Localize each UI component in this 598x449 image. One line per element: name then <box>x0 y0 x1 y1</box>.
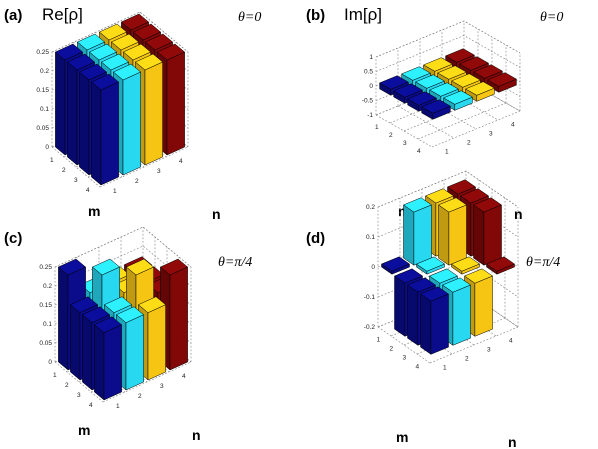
m-tick-label: 3 <box>403 140 407 147</box>
n-tick-label: 4 <box>511 122 515 129</box>
m-tick-label: 4 <box>416 364 420 371</box>
n-tick-label: 2 <box>135 178 139 185</box>
m-tick-label: 4 <box>89 402 93 409</box>
theta-annotation: θ=0 <box>238 10 261 25</box>
m-tick-label: 2 <box>65 382 69 389</box>
m-tick-label: 1 <box>53 372 57 379</box>
n-tick-label: 3 <box>160 383 164 390</box>
bar3d-plot: -0.2 -0.1 0 0.1 0.2 1 2 3 4 1 2 3 4 <box>364 170 519 372</box>
z-tick-label: 0.5 <box>364 69 373 76</box>
bar-m3-n3 <box>450 256 481 275</box>
m-tick-label: 4 <box>86 187 90 194</box>
bar3d-plot: 0 0.05 0.1 0.15 0.2 0.25 1 2 3 4 1 2 3 4 <box>39 226 192 410</box>
z-tick-label: 0.2 <box>366 204 375 211</box>
n-tick-label: 1 <box>113 188 117 195</box>
panel-letter: (d) <box>306 230 325 247</box>
n-axis-label: n <box>508 434 517 449</box>
panel-letter: (a) <box>4 7 22 24</box>
n-tick-label: 2 <box>138 393 142 400</box>
bars <box>380 179 516 355</box>
bar3d-plot: 0 0.05 0.1 0.15 0.2 0.25 1 2 3 4 1 2 3 4 <box>36 11 189 195</box>
z-tick-label: -0.2 <box>364 324 376 331</box>
m-tick-label: 3 <box>77 392 81 399</box>
bars <box>57 256 189 401</box>
theta-annotation: θ=0 <box>540 10 563 25</box>
n-tick-label: 1 <box>443 365 447 372</box>
n-tick-label: 2 <box>467 140 471 147</box>
m-axis-label: m <box>396 429 408 445</box>
n-tick-label: 3 <box>489 131 493 138</box>
n-tick-label: 1 <box>445 149 449 156</box>
m-axis-label: m <box>78 422 90 438</box>
z-tick-label: -0.5 <box>362 98 374 105</box>
bar-m2-n2 <box>415 256 446 275</box>
m-tick-label: 3 <box>403 355 407 362</box>
m-tick-label: 4 <box>417 148 421 155</box>
bar-m4-n4 <box>485 256 516 275</box>
z-tick-label: 0 <box>48 359 52 366</box>
m-tick-label: 3 <box>74 177 78 184</box>
m-tick-label: 1 <box>377 337 381 344</box>
z-tick-label: -1 <box>367 112 373 119</box>
panel-title: Im[ρ] <box>344 5 382 24</box>
m-tick-label: 1 <box>375 124 379 131</box>
z-tick-label: 0.05 <box>36 125 49 132</box>
bar3d-plot: -1 -0.5 0 0.5 1 1 2 3 4 1 2 3 4 <box>362 20 521 156</box>
m-axis-label: m <box>88 203 100 219</box>
z-tick-label: -0.1 <box>364 294 376 301</box>
z-tick-label: 0.2 <box>40 68 49 75</box>
z-tick-label: 0.25 <box>39 264 52 271</box>
bar-m1-n1 <box>380 256 411 275</box>
bar-m4-n1 <box>421 99 451 120</box>
n-tick-label: 4 <box>179 158 183 165</box>
z-tick-label: 0.15 <box>39 302 52 309</box>
bar-m2-n3 <box>437 197 468 266</box>
bar-m1-n2 <box>402 197 433 266</box>
panel-c: (c) θ=π/4 m n 0 0.05 0.1 0.15 0.2 0.25 1 2 3 4 1 2 3… <box>4 226 252 443</box>
z-tick-label: 0.1 <box>43 321 52 328</box>
z-tick-label: 1 <box>369 54 373 61</box>
panel-d: (d) θ=π/4 m n -0.2 -0.1 0 0.1 0.2 1 2 3 4 1 2 3 4 <box>306 170 560 449</box>
bars <box>54 13 186 186</box>
n-tick-label: 2 <box>465 356 469 363</box>
bar-m3-n4 <box>472 197 503 266</box>
n-tick-label: 3 <box>487 347 491 354</box>
bars <box>379 48 517 120</box>
z-tick-label: 0.1 <box>40 106 49 113</box>
panel-title: Re[ρ] <box>42 5 83 24</box>
theta-annotation: θ=π/4 <box>218 255 252 270</box>
n-tick-label: 4 <box>509 338 513 345</box>
n-tick-label: 1 <box>116 403 120 410</box>
bar-m4-n2 <box>443 90 473 111</box>
panel-letter: (c) <box>4 230 22 247</box>
n-tick-label: 3 <box>157 168 161 175</box>
panel-letter: (b) <box>306 7 325 24</box>
z-tick-label: 0.15 <box>36 87 49 94</box>
z-tick-label: 0 <box>45 144 49 151</box>
bar-m4-n3 <box>465 81 495 102</box>
z-tick-label: 0.1 <box>366 234 375 241</box>
bar-m4-n4 <box>487 72 517 93</box>
z-tick-label: 0.05 <box>39 340 52 347</box>
n-axis-label: n <box>212 206 221 222</box>
z-tick-label: 0 <box>369 83 373 90</box>
bar-m4-n1 <box>90 73 120 186</box>
theta-annotation: θ=π/4 <box>526 255 560 270</box>
m-tick-label: 2 <box>62 167 66 174</box>
bar-m4-n1 <box>419 286 450 355</box>
m-tick-label: 1 <box>50 157 54 164</box>
n-axis-label: n <box>192 427 201 443</box>
z-tick-label: 0.25 <box>36 49 49 56</box>
m-tick-label: 2 <box>389 132 393 139</box>
panel-a: (a) Re[ρ] θ=0 m n 0 0.05 0.1 0.15 0.2 0.25 1 2 3… <box>4 5 261 222</box>
m-tick-label: 2 <box>390 346 394 353</box>
n-tick-label: 4 <box>182 373 186 380</box>
bar-m4-n1 <box>93 316 123 401</box>
z-tick-label: 0 <box>371 264 375 271</box>
z-tick-label: 0.2 <box>43 283 52 290</box>
